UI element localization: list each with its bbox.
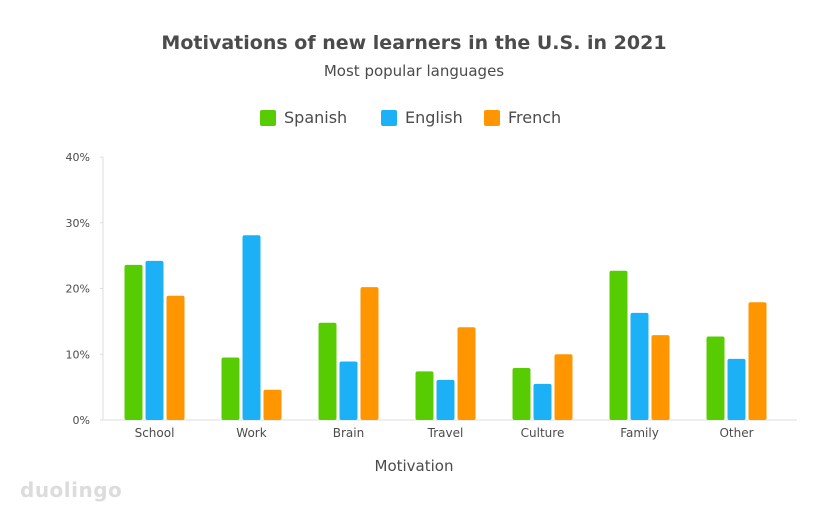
- bar-spanish-school: [124, 264, 143, 420]
- bar-english-culture: [533, 383, 552, 420]
- x-tick-label: Brain: [333, 426, 364, 440]
- bar-french-culture: [554, 354, 573, 420]
- y-tick-label: 20%: [66, 283, 90, 296]
- x-tick-label: School: [135, 426, 175, 440]
- x-tick-label: Family: [620, 426, 659, 440]
- bar-spanish-culture: [512, 368, 531, 420]
- x-tick-label: Work: [236, 426, 266, 440]
- bar-french-work: [263, 389, 282, 420]
- y-tick-label: 0%: [73, 414, 90, 427]
- legend-label-french: French: [508, 108, 562, 127]
- y-tick-label: 10%: [66, 348, 90, 361]
- bar-french-brain: [360, 287, 379, 420]
- bar-french-travel: [457, 327, 476, 420]
- bar-spanish-brain: [318, 322, 337, 420]
- x-tick-label: Travel: [427, 426, 464, 440]
- legend-item-french: French: [484, 108, 561, 127]
- bar-english-work: [242, 235, 261, 420]
- bar-spanish-work: [221, 357, 240, 420]
- legend-label-spanish: Spanish: [284, 108, 348, 127]
- legend-item-spanish: Spanish: [260, 108, 347, 127]
- x-tick-label: Other: [719, 426, 753, 440]
- y-tick-label: 40%: [66, 151, 90, 164]
- bar-spanish-other: [706, 336, 725, 420]
- bar-french-other: [748, 302, 767, 420]
- bar-english-travel: [436, 379, 455, 420]
- legend-item-english: English: [381, 108, 463, 127]
- bar-french-family: [651, 335, 670, 420]
- legend-swatch-french: [484, 109, 500, 126]
- bar-english-family: [630, 312, 649, 420]
- legend-swatch-english: [381, 109, 397, 126]
- legend: Spanish English French: [0, 108, 828, 134]
- bar-spanish-family: [609, 270, 628, 420]
- labels: 0% 10% 20% 30% 40% School Work Brain Travel Cultu…: [66, 151, 754, 440]
- bar-english-school: [145, 260, 164, 420]
- bars: [124, 235, 767, 420]
- bar-spanish-travel: [415, 371, 434, 420]
- x-tick-label: Culture: [521, 426, 565, 440]
- chart-subtitle: Most popular languages: [323, 62, 505, 80]
- y-tick-label: 30%: [66, 217, 90, 230]
- bar-french-school: [166, 295, 185, 420]
- chart-title: Motivations of new learners in the U.S. …: [161, 32, 667, 54]
- legend-swatch-spanish: [260, 109, 276, 126]
- x-axis-title: Motivation: [374, 457, 454, 475]
- bar-english-other: [727, 358, 746, 420]
- bar-english-brain: [339, 361, 358, 420]
- legend-label-english: English: [405, 108, 463, 127]
- duolingo-logo: duolingo: [20, 478, 123, 502]
